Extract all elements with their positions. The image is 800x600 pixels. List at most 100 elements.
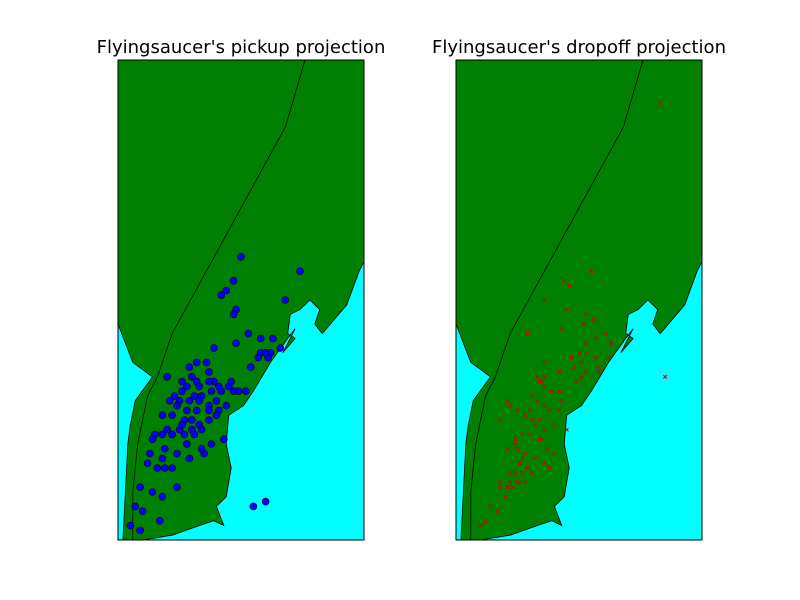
map-hudson-river <box>455 323 491 541</box>
dropoff-point <box>507 470 513 475</box>
dropoff-point <box>584 312 589 317</box>
pickup-point <box>178 377 186 386</box>
dropoff-point <box>520 470 525 475</box>
pickup-point <box>232 339 240 348</box>
dropoff-point <box>579 374 584 379</box>
dropoff-point <box>549 389 555 394</box>
pickup-panel: Flyingsaucer's pickup projection <box>97 37 385 541</box>
pickup-point <box>256 334 265 343</box>
dropoff-point <box>522 480 528 485</box>
pickup-point <box>224 382 233 391</box>
pickup-point <box>148 435 157 444</box>
dropoff-point <box>542 403 547 408</box>
dropoff-point <box>478 523 483 528</box>
pickup-point <box>261 348 270 357</box>
pickup-point <box>136 526 144 535</box>
dropoff-point <box>530 470 535 475</box>
pickup-point <box>269 334 277 343</box>
pickup-point <box>219 435 228 444</box>
pickup-point <box>197 444 206 453</box>
pickup-point <box>210 344 218 352</box>
pickup-point <box>160 444 169 453</box>
pickup-point <box>146 449 154 458</box>
dropoff-point <box>535 374 540 379</box>
dropoff-point <box>571 365 577 370</box>
dropoff-point <box>574 379 579 384</box>
dropoff-point <box>559 398 564 403</box>
dropoff-point <box>569 355 574 360</box>
dropoff-point <box>512 437 518 442</box>
dropoff-point <box>532 422 537 427</box>
pickup-point <box>276 344 285 352</box>
pickup-point <box>261 497 270 506</box>
dropoff-point <box>525 465 530 471</box>
map-east-river <box>142 261 365 541</box>
dropoff-point <box>608 341 614 346</box>
dropoff-point <box>520 456 525 461</box>
pickup-point <box>180 430 189 439</box>
pickup-point <box>195 396 203 405</box>
dropoff-point <box>505 446 510 451</box>
pickup-point <box>178 387 186 396</box>
pickup-point <box>237 252 245 261</box>
dropoff-point <box>564 307 569 312</box>
pickup-point <box>247 363 255 372</box>
pickup-point <box>185 454 194 463</box>
dropoff-point <box>505 485 510 490</box>
pickup-point <box>222 401 231 410</box>
dropoff-point <box>522 451 528 456</box>
pickup-point <box>229 276 238 285</box>
dropoff-point <box>527 432 532 437</box>
dropoff-point <box>530 417 535 423</box>
dropoff-point <box>507 403 513 408</box>
axes-frame <box>455 59 703 541</box>
pickup-point <box>136 483 144 492</box>
pickup-point <box>217 387 226 396</box>
dropoff-point <box>564 427 569 432</box>
pickup-point <box>281 296 290 304</box>
dropoff-point <box>596 365 601 370</box>
dropoff-point <box>505 398 510 403</box>
dropoff-point <box>512 470 518 475</box>
dropoff-point <box>520 432 525 437</box>
dropoff-point <box>562 278 567 283</box>
dropoff-point <box>539 437 545 442</box>
dropoff-point <box>539 379 545 384</box>
dropoff-plot-area <box>455 59 703 541</box>
map-hudson-river <box>117 323 153 541</box>
pickup-point <box>212 411 221 420</box>
dropoff-point <box>542 360 547 365</box>
dropoff-point <box>576 350 582 355</box>
dropoff-point <box>557 408 562 413</box>
pickup-point <box>190 430 199 439</box>
pickup-point <box>229 387 238 396</box>
pickup-point <box>183 406 191 415</box>
dropoff-point <box>537 417 542 423</box>
pickup-point <box>217 291 226 300</box>
dropoff-point <box>542 384 547 389</box>
pickup-point <box>173 401 181 410</box>
dropoff-point <box>584 341 589 346</box>
dropoff-point <box>584 369 589 375</box>
pickup-point <box>168 411 176 420</box>
pickup-point <box>249 502 258 511</box>
dropoff-point <box>507 480 513 485</box>
pickup-point <box>188 372 196 381</box>
pickup-point <box>296 267 304 276</box>
pickup-point <box>242 387 250 396</box>
pickup-point <box>190 392 199 400</box>
dropoff-point <box>542 427 547 432</box>
dropoff-point <box>552 422 557 427</box>
pickup-point <box>195 382 203 391</box>
pickup-point <box>183 382 191 391</box>
pickup-point <box>205 377 213 386</box>
dropoff-point <box>495 509 500 514</box>
pickup-plot-area <box>117 59 365 541</box>
pickup-point <box>205 416 213 424</box>
dropoff-point <box>594 336 599 341</box>
pickup-point <box>138 507 147 516</box>
dropoff-point <box>517 461 523 466</box>
dropoff-point <box>547 408 552 413</box>
dropoff-point <box>503 494 508 499</box>
